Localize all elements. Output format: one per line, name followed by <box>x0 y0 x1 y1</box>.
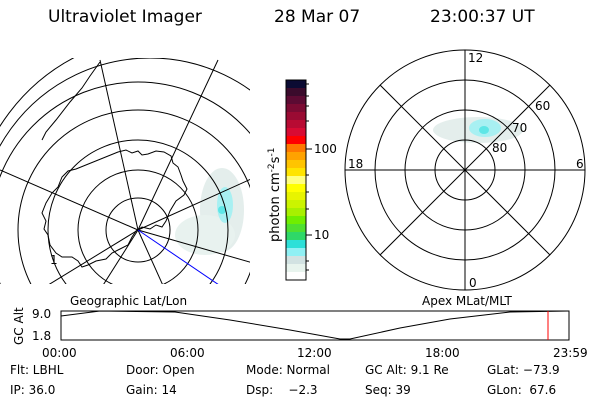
colorbar-band <box>286 208 306 217</box>
altitude-ylabel: GC Alt <box>12 307 26 345</box>
colorbar-band <box>286 272 306 281</box>
aurora-emission <box>175 168 244 255</box>
colorbar-frame <box>285 79 307 281</box>
ytick-1-8: 1.8 <box>32 329 51 343</box>
ip-info: IP: 36.0 <box>10 383 56 397</box>
colorbar-band <box>286 152 306 161</box>
colorbar-tick-10: 10 <box>314 228 329 242</box>
colorbar-band <box>286 120 306 129</box>
mlat-80: 80 <box>492 141 507 155</box>
colorbar-band <box>286 192 306 201</box>
colorbar-band <box>286 240 306 249</box>
glon-info: GLon: 67.6 <box>487 383 557 397</box>
colorbar-band <box>286 224 306 233</box>
gc-alt-info: GC Alt: 9.1 Re <box>365 363 449 377</box>
mode-info: Mode: Normal <box>246 363 330 377</box>
colorbar-band <box>286 136 306 145</box>
altitude-plot <box>60 310 570 341</box>
xtick-0000: 00:00 <box>42 346 77 360</box>
colorbar-tick-100: 100 <box>314 142 337 156</box>
filter-info: Flt: LBHL <box>10 363 64 377</box>
ytick-9: 9.0 <box>32 307 51 321</box>
colorbar-band <box>286 80 306 89</box>
colorbar-band <box>286 128 306 137</box>
colorbar-band <box>286 112 306 121</box>
mlat-60: 60 <box>535 99 550 113</box>
magnetic-polar-plot <box>344 49 586 291</box>
date-label: 28 Mar 07 <box>274 7 361 27</box>
colorbar-band <box>286 144 306 153</box>
colorbar-band <box>286 168 306 177</box>
coastline-south-america <box>41 61 101 141</box>
mlt-0: 0 <box>469 276 477 290</box>
aurora-emission-mlt <box>433 117 523 143</box>
colorbar-band <box>286 88 306 97</box>
coastline-antarctica <box>41 149 188 268</box>
geographic-map-label: Geographic Lat/Lon <box>70 294 187 308</box>
mlt-6: 6 <box>576 157 584 171</box>
colorbar-band <box>286 184 306 193</box>
dsp-info: Dsp: −2.3 <box>246 383 318 397</box>
colorbar-band <box>286 200 306 209</box>
door-info: Door: Open <box>126 363 195 377</box>
colorbar-band <box>286 264 306 273</box>
xtick-2359: 23:59 <box>553 346 588 360</box>
instrument-title: Ultraviolet Imager <box>48 7 202 27</box>
colorbar-band <box>286 160 306 169</box>
altitude-curve <box>60 310 570 340</box>
mlat-70: 70 <box>512 121 527 135</box>
gain-info: Gain: 14 <box>126 383 177 397</box>
satellite-track <box>137 229 219 284</box>
colorbar-band <box>286 176 306 185</box>
geo-marker-label: 1 <box>50 253 58 267</box>
mlt-12: 12 <box>468 51 483 65</box>
colorbar-ticks <box>306 83 312 271</box>
colorbar-band <box>286 256 306 265</box>
longitude-lines <box>0 59 250 284</box>
xtick-1200: 12:00 <box>297 346 332 360</box>
xtick-0600: 06:00 <box>170 346 205 360</box>
colorbar-band <box>286 104 306 113</box>
latitude-circles <box>0 58 250 284</box>
geographic-map <box>0 58 250 284</box>
colorbar-band <box>286 96 306 105</box>
colorbar <box>286 80 306 281</box>
colorbar-band <box>286 248 306 257</box>
xtick-1800: 18:00 <box>425 346 460 360</box>
colorbar-band <box>286 232 306 241</box>
time-label: 23:00:37 UT <box>430 7 535 27</box>
magnetic-map-label: Apex MLat/MLT <box>422 294 512 308</box>
colorbar-band <box>286 216 306 225</box>
mlt-18: 18 <box>348 157 363 171</box>
seq-info: Seq: 39 <box>365 383 411 397</box>
colorbar-unit-label: photon cm-2s-1 <box>267 148 283 242</box>
glat-info: GLat: −73.9 <box>487 363 560 377</box>
